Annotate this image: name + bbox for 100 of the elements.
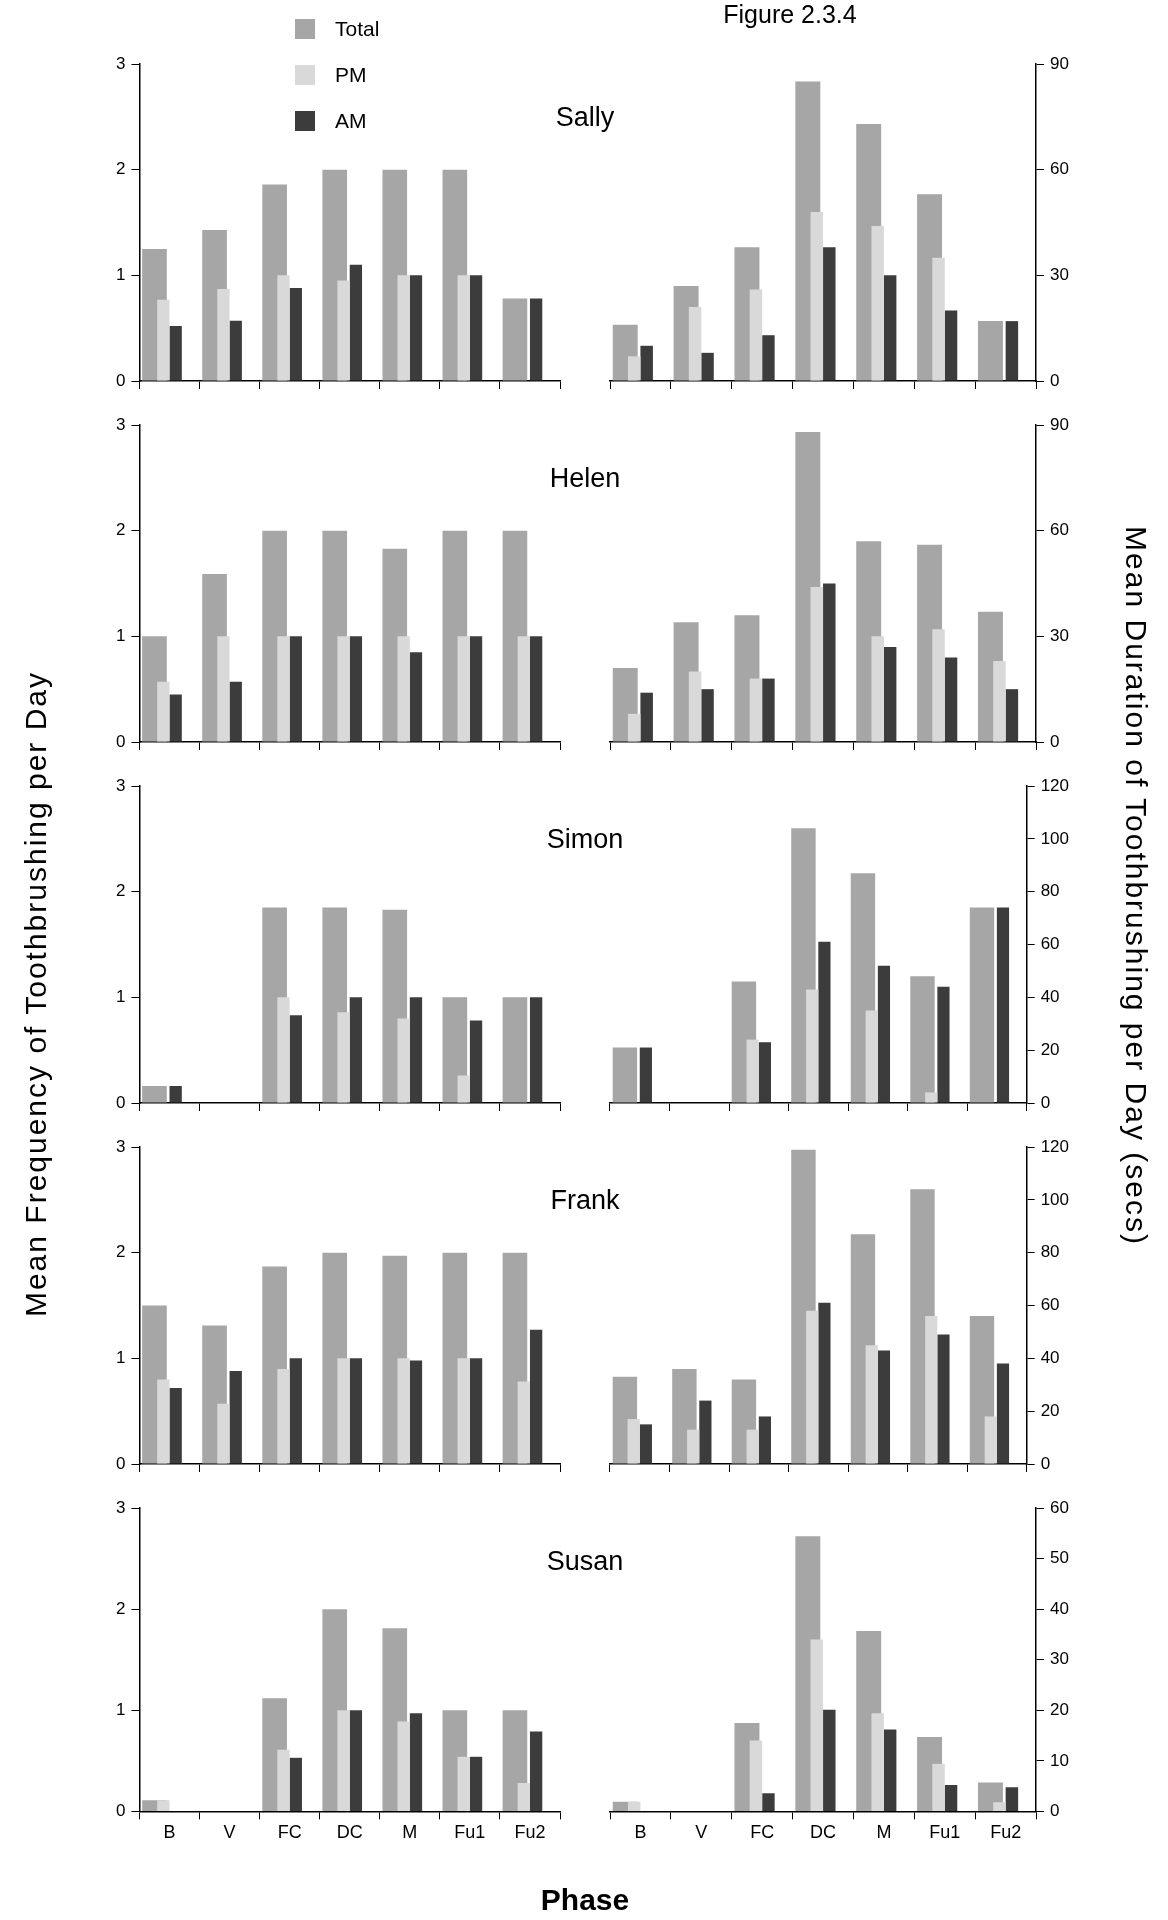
y2-tick-label: 20 [1040, 1039, 1060, 1059]
bar [277, 1749, 290, 1811]
x-tick-label: V [695, 1822, 708, 1843]
bar [469, 1756, 483, 1811]
y-tick-label: 3 [115, 53, 126, 73]
bar [169, 694, 182, 742]
bar [157, 681, 170, 742]
bar [529, 997, 543, 1103]
bar [925, 1316, 938, 1464]
y-tick-label: 3 [115, 1497, 126, 1517]
bar [337, 280, 350, 381]
x-tick-label: V [223, 1822, 236, 1843]
bar [337, 1358, 350, 1464]
bar [469, 636, 483, 742]
bar [806, 1310, 819, 1464]
bar [229, 1371, 242, 1464]
x-tick-label: DC [810, 1822, 837, 1843]
bar [865, 1345, 878, 1464]
bar [810, 587, 824, 742]
bar [699, 1400, 712, 1464]
y2-tick-label: 30 [1050, 1649, 1070, 1669]
bar [627, 1801, 641, 1811]
y2-tick-label: 60 [1040, 1295, 1060, 1315]
bar [169, 326, 182, 381]
bar [749, 678, 763, 742]
bar [627, 713, 641, 742]
bar [993, 660, 1006, 742]
y2-axis-title: Mean Duration of Toothbrushing per Day (secs) [1119, 526, 1153, 1246]
bar [749, 1740, 763, 1811]
bar [409, 1360, 423, 1464]
bar [217, 636, 230, 742]
y2-tick-label: 0 [1050, 1801, 1060, 1821]
y2-tick-label: 0 [1040, 1092, 1051, 1112]
bar [502, 997, 528, 1103]
bar [469, 1020, 483, 1103]
bar [932, 1763, 945, 1811]
y2-tick-label: 40 [1040, 1348, 1060, 1368]
bar [932, 257, 945, 381]
bar [169, 1387, 182, 1464]
y2-tick-label: 60 [1050, 159, 1070, 179]
bar [762, 678, 775, 742]
bar [157, 1800, 170, 1811]
y-tick-label: 0 [115, 1453, 126, 1473]
y-tick-label: 0 [115, 1092, 126, 1112]
bar [612, 1047, 638, 1103]
text: Susan [546, 1545, 624, 1577]
bar [877, 1350, 891, 1464]
bar [871, 1713, 884, 1811]
x-tick-label: B [634, 1822, 647, 1843]
bar [337, 1710, 350, 1811]
bar [996, 907, 1010, 1103]
y-tick-label: 0 [115, 370, 126, 390]
bar [457, 1358, 470, 1464]
bar [457, 636, 470, 742]
y2-tick-label: 40 [1050, 1598, 1070, 1618]
bar [469, 275, 483, 381]
y-tick-label: 1 [115, 265, 126, 285]
bar [937, 1334, 950, 1464]
bar [289, 288, 302, 381]
text: Frank [550, 1184, 620, 1216]
bar [944, 1785, 958, 1811]
x-tick-label: DC [336, 1822, 363, 1843]
y2-tick-label: 20 [1050, 1699, 1070, 1719]
bar [289, 1757, 302, 1811]
bar [337, 1012, 350, 1103]
text: Helen [549, 462, 621, 494]
bar [457, 1075, 470, 1103]
bar [818, 1302, 831, 1464]
x-tick-label: Fu2 [990, 1822, 1022, 1843]
y-tick-label: 2 [115, 520, 126, 540]
bar [529, 298, 543, 381]
bar [229, 681, 242, 742]
bar [409, 997, 423, 1103]
y-axis-title: Mean Frequency of Toothbrushing per Day [19, 670, 53, 1318]
bar [349, 1358, 363, 1464]
bar [996, 1363, 1010, 1464]
bar [806, 989, 819, 1103]
y-tick-label: 0 [115, 1801, 126, 1821]
bar [169, 1086, 182, 1103]
bar [810, 211, 824, 381]
bar [277, 275, 290, 381]
y2-tick-label: 0 [1050, 370, 1060, 390]
bar [229, 320, 242, 381]
y2-tick-label: 10 [1050, 1750, 1070, 1770]
bar [810, 1639, 824, 1811]
x-tick-label: B [163, 1822, 176, 1843]
bar [349, 997, 363, 1103]
y-tick-label: 1 [115, 1699, 126, 1719]
bar [883, 646, 897, 742]
y2-tick-label: 0 [1050, 731, 1060, 751]
y2-tick-label: 60 [1050, 520, 1070, 540]
y2-tick-label: 80 [1040, 1242, 1060, 1262]
bar [517, 636, 530, 742]
legend-label: Total [335, 17, 380, 41]
y2-tick-label: 40 [1040, 987, 1060, 1007]
bar [289, 1358, 302, 1464]
x-tick-label: Fu1 [454, 1822, 486, 1843]
x-tick-label: FC [277, 1822, 302, 1843]
bar [639, 1047, 652, 1103]
x-tick-label: Fu1 [929, 1822, 961, 1843]
